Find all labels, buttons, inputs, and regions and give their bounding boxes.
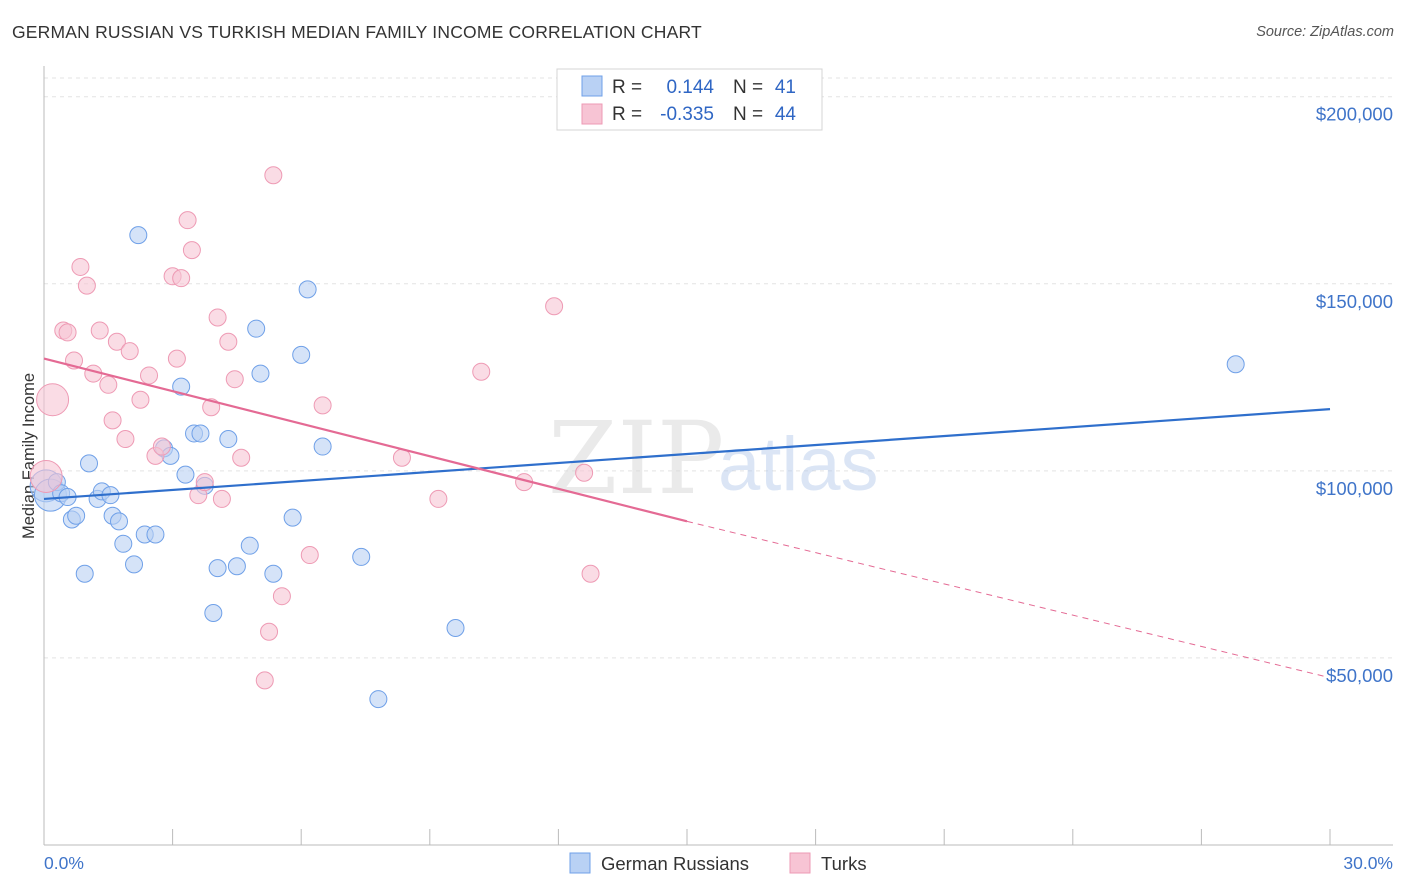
- point-german-russians-27: [208, 559, 227, 578]
- point-german-russians-28: [219, 430, 238, 449]
- point-german-russians-16: [129, 226, 148, 245]
- point-turks-34: [272, 587, 291, 606]
- point-turks-19: [167, 349, 186, 368]
- stats-swatch-german-russians: [581, 75, 603, 97]
- point-turks-1: [36, 383, 70, 417]
- trend-line-turks-extrapolated: [686, 520, 1326, 678]
- stats-r-label-german-russians: R =: [612, 77, 642, 98]
- point-german-russians-22: [176, 465, 195, 484]
- trend-line-german-russians: [43, 408, 1331, 501]
- legend-swatch-turks: [789, 852, 811, 874]
- point-turks-21: [178, 211, 197, 230]
- y-axis-label: Median Family Income: [20, 373, 38, 539]
- point-turks-22: [182, 241, 201, 260]
- point-turks-35: [300, 546, 319, 565]
- stats-n-value-turks: 44: [775, 104, 797, 125]
- point-german-russians-24: [191, 424, 210, 443]
- point-turks-38: [429, 489, 448, 508]
- point-turks-20: [172, 269, 191, 288]
- point-turks-29: [225, 370, 244, 389]
- point-german-russians-41: [1226, 355, 1245, 374]
- x-tick-label-max: 30.0%: [1343, 853, 1393, 873]
- x-tick-labels: 0.0% 30.0%: [44, 853, 1393, 873]
- point-german-russians-14: [114, 534, 133, 553]
- point-german-russians-38: [352, 547, 371, 566]
- point-german-russians-15: [125, 555, 144, 574]
- chart-title: GERMAN RUSSIAN VS TURKISH MEDIAN FAMILY …: [12, 22, 702, 42]
- point-german-russians-21: [172, 377, 191, 396]
- point-turks-10: [103, 411, 122, 430]
- series-german-russians-points: [29, 226, 1245, 709]
- point-german-russians-34: [283, 508, 302, 527]
- point-turks-26: [208, 308, 227, 327]
- point-german-russians-33: [264, 564, 283, 583]
- stats-r-value-turks: -0.335: [660, 104, 714, 125]
- point-turks-9: [99, 375, 118, 394]
- point-german-russians-26: [204, 604, 223, 623]
- point-turks-33: [264, 166, 283, 185]
- legend: German Russians Turks: [569, 852, 867, 874]
- point-turks-3: [58, 323, 77, 342]
- point-german-russians-37: [313, 437, 332, 456]
- watermark-atlas: atlas: [718, 422, 879, 507]
- stats-r-value-german-russians: 0.144: [666, 77, 714, 98]
- point-turks-32: [255, 671, 274, 690]
- legend-label-turks: Turks: [821, 853, 867, 874]
- point-german-russians-8: [80, 454, 99, 473]
- stats-box: R = 0.144 N = 41 R = -0.335 N = 44: [556, 68, 823, 131]
- trend-line-turks: [43, 357, 688, 523]
- point-turks-6: [77, 276, 96, 295]
- stats-r-label-turks: R =: [612, 104, 642, 125]
- trend-lines: [43, 357, 1331, 678]
- point-turks-17: [152, 437, 171, 456]
- y-tick-label-200000: $200,000: [1316, 104, 1393, 125]
- stats-n-label-turks: N =: [733, 104, 763, 125]
- point-turks-30: [232, 448, 251, 467]
- point-turks-8: [90, 321, 109, 340]
- point-turks-14: [131, 390, 150, 409]
- x-tick-label-min: 0.0%: [44, 853, 84, 873]
- point-turks-42: [575, 463, 594, 482]
- point-turks-27: [212, 489, 231, 508]
- point-german-russians-39: [369, 690, 388, 709]
- axes: [43, 66, 1393, 846]
- point-turks-28: [219, 332, 238, 351]
- point-german-russians-13: [110, 512, 129, 531]
- stats-n-label-german-russians: N =: [733, 77, 763, 98]
- point-turks-31: [260, 622, 279, 641]
- grid-lines: [44, 77, 1393, 659]
- point-german-russians-29: [227, 557, 246, 576]
- point-german-russians-6: [67, 506, 86, 525]
- point-turks-39: [472, 362, 491, 381]
- y-tick-label-50000: $50,000: [1326, 665, 1393, 686]
- stats-swatch-turks: [581, 103, 603, 125]
- point-turks-13: [120, 342, 139, 361]
- point-german-russians-40: [446, 618, 465, 637]
- point-german-russians-30: [240, 536, 259, 555]
- point-german-russians-36: [298, 280, 317, 299]
- point-turks-43: [581, 564, 600, 583]
- point-german-russians-31: [247, 319, 266, 338]
- point-turks-5: [71, 257, 90, 276]
- chart-source: Source: ZipAtlas.com: [1256, 24, 1394, 40]
- legend-swatch-german-russians: [569, 852, 591, 874]
- stats-n-value-german-russians: 41: [775, 77, 796, 98]
- point-turks-11: [107, 332, 126, 351]
- point-german-russians-18: [146, 525, 165, 544]
- point-turks-36: [313, 396, 332, 415]
- point-turks-15: [140, 366, 159, 385]
- y-tick-labels: $50,000 $100,000 $150,000 $200,000: [1316, 104, 1393, 686]
- y-tick-label-100000: $100,000: [1316, 478, 1393, 499]
- point-german-russians-35: [292, 345, 311, 364]
- point-turks-0: [29, 459, 63, 493]
- point-turks-41: [545, 297, 564, 316]
- series-turks-points: [29, 166, 600, 690]
- point-turks-12: [116, 430, 135, 449]
- point-german-russians-32: [251, 364, 270, 383]
- legend-label-german-russians: German Russians: [601, 853, 749, 874]
- point-german-russians-7: [75, 564, 94, 583]
- y-tick-label-150000: $150,000: [1316, 291, 1393, 312]
